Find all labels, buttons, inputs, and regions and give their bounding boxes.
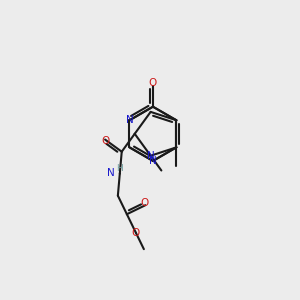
Text: N: N <box>126 115 134 125</box>
Text: O: O <box>149 79 157 88</box>
Text: O: O <box>140 198 148 208</box>
Text: O: O <box>132 228 140 238</box>
Text: N: N <box>147 151 154 161</box>
Text: O: O <box>101 136 110 146</box>
Text: N: N <box>149 156 157 166</box>
Text: H: H <box>116 164 123 173</box>
Text: N: N <box>107 168 115 178</box>
